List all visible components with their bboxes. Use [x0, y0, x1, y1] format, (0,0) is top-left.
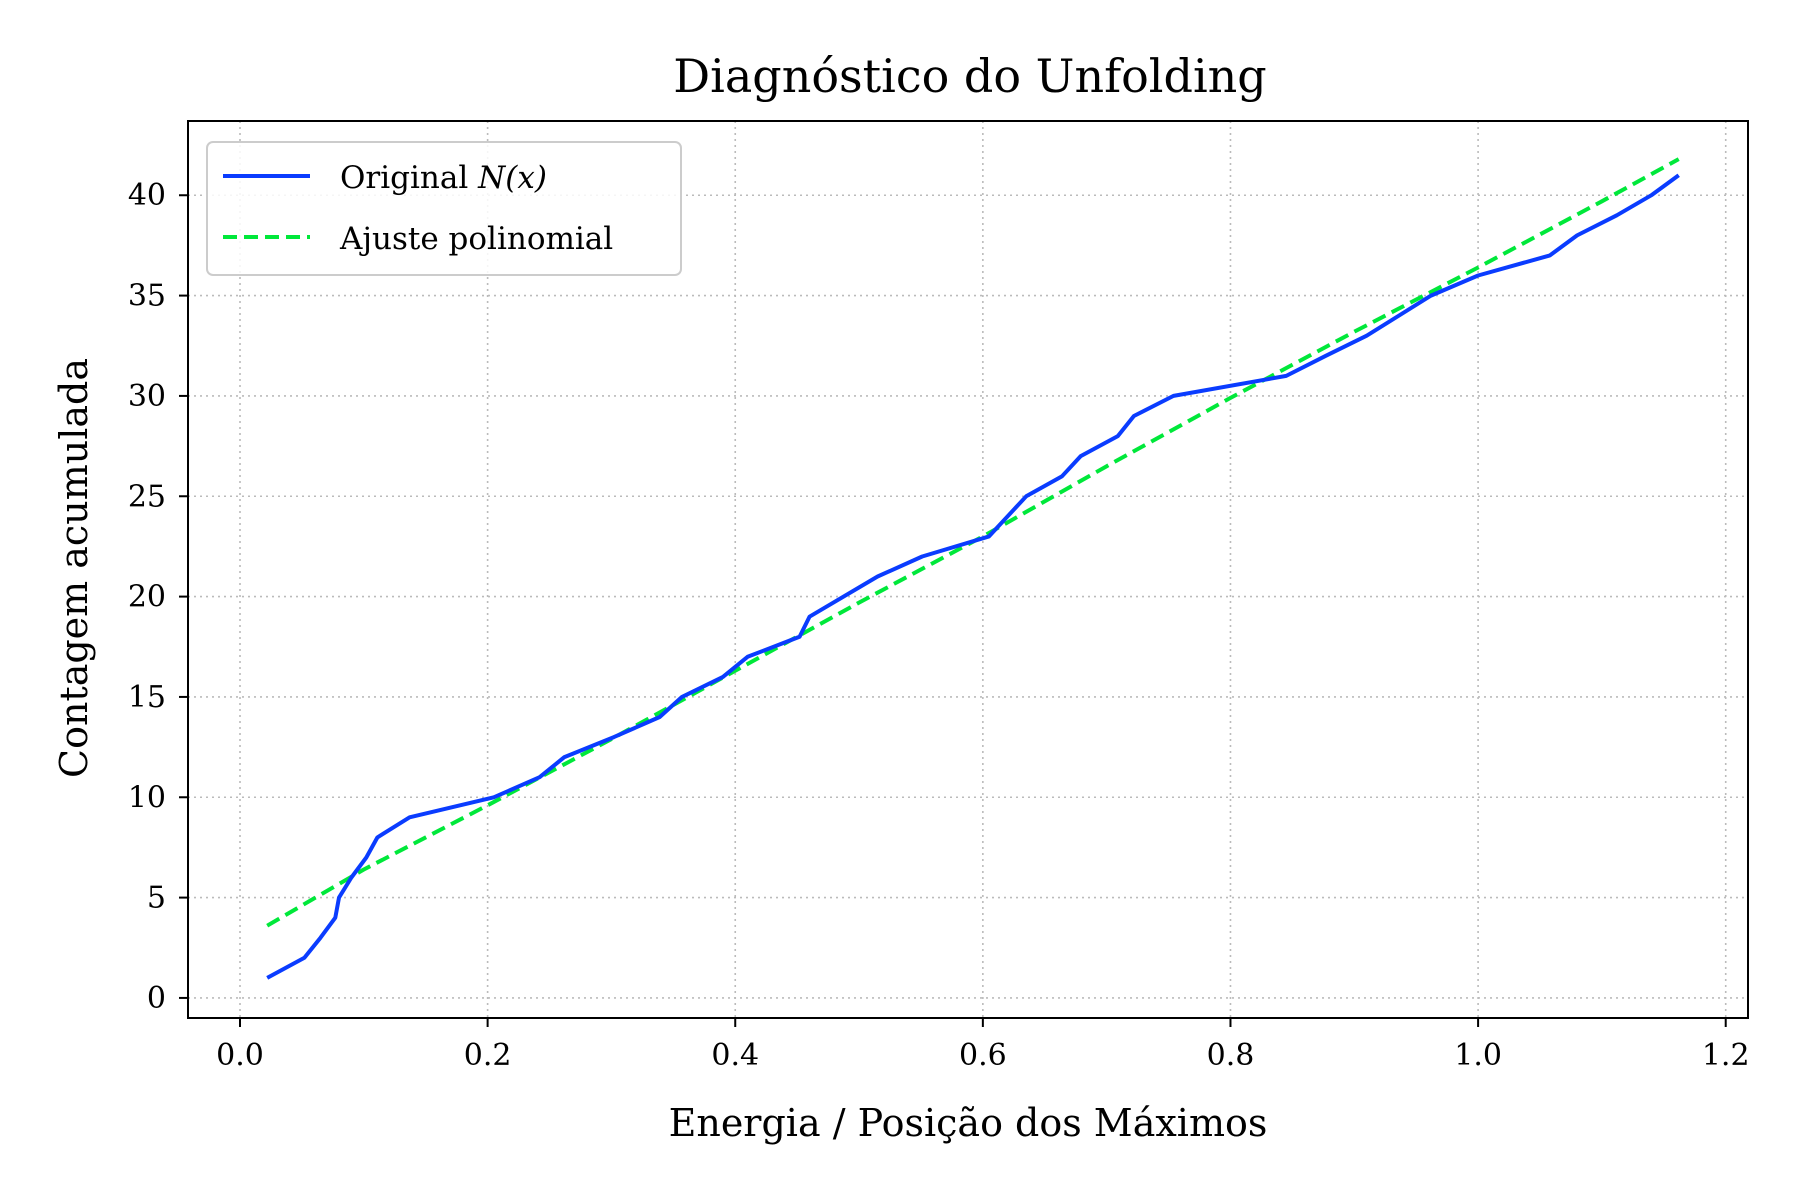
chart-title: Diagnóstico do Unfolding	[673, 49, 1267, 103]
x-axis-label: Energia / Posição dos Máximos	[669, 1101, 1268, 1145]
y-tick-label: 20	[128, 580, 166, 615]
x-tick-label: 0.6	[959, 1038, 1007, 1073]
x-tick-label: 0.0	[216, 1038, 264, 1073]
series-line-original	[266, 173, 1680, 980]
x-tick-label: 0.2	[464, 1038, 512, 1073]
y-tick-label: 25	[128, 479, 166, 514]
legend: Original N(x) Ajuste polinomial	[206, 141, 682, 276]
y-tick-label: 40	[128, 178, 166, 213]
x-tick-label: 0.8	[1207, 1038, 1255, 1073]
y-tick-label: 5	[147, 881, 166, 916]
legend-label-fit: Ajuste polinomial	[339, 221, 613, 257]
series-line-fit	[266, 157, 1680, 928]
y-axis-label: Contagem acumulada	[52, 358, 96, 778]
y-tick-label: 15	[128, 680, 166, 715]
y-tick-label: 0	[147, 981, 166, 1016]
x-tick-label: 0.4	[711, 1038, 759, 1073]
legend-label-original: Original N(x)	[340, 160, 547, 196]
x-tick-label: 1.0	[1454, 1038, 1502, 1073]
y-tick-label: 10	[128, 780, 166, 815]
x-tick-label: 1.2	[1702, 1038, 1750, 1073]
ticks: 0.0 0.2 0.4 0.6 0.8 1.0 1.2 0 5 10 15 20 25 30 35 40	[128, 178, 1750, 1073]
y-tick-label: 30	[128, 379, 166, 414]
y-tick-label: 35	[128, 279, 166, 314]
series-layer	[266, 157, 1680, 980]
plot-frame	[187, 120, 1749, 1019]
legend-box	[206, 141, 682, 276]
